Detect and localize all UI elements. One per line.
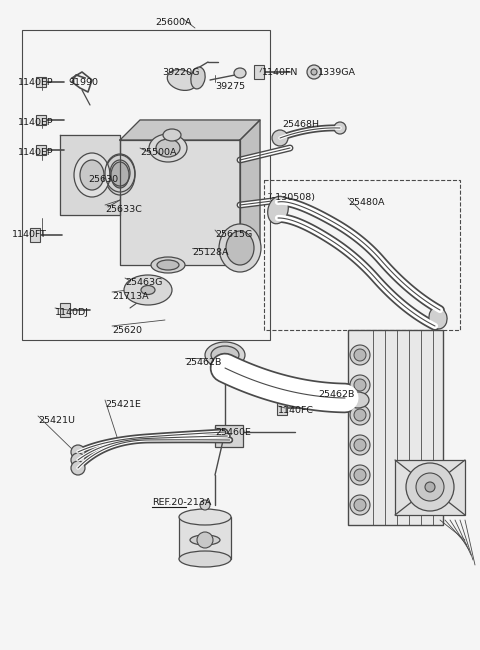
Ellipse shape [168, 70, 197, 90]
Ellipse shape [226, 231, 254, 265]
Ellipse shape [234, 68, 246, 78]
Circle shape [406, 463, 454, 511]
Ellipse shape [149, 134, 187, 162]
Text: 1140EP: 1140EP [18, 118, 54, 127]
Polygon shape [120, 120, 260, 140]
Bar [36, 115, 46, 125]
Ellipse shape [157, 260, 179, 270]
Text: REF.20-213A: REF.20-213A [152, 498, 211, 507]
Ellipse shape [156, 139, 180, 157]
Ellipse shape [429, 307, 447, 329]
Circle shape [350, 375, 370, 395]
Circle shape [272, 130, 288, 146]
Text: 25615G: 25615G [215, 230, 252, 239]
Ellipse shape [74, 153, 110, 197]
Ellipse shape [111, 162, 129, 188]
Ellipse shape [105, 155, 135, 195]
Ellipse shape [191, 67, 205, 89]
Circle shape [71, 461, 85, 475]
Circle shape [350, 465, 370, 485]
Text: 25630: 25630 [88, 175, 118, 184]
Bar [395, 460, 465, 515]
Ellipse shape [268, 196, 288, 224]
Ellipse shape [190, 535, 220, 545]
Circle shape [354, 349, 366, 361]
Bar [22, 30, 270, 340]
Text: 25480A: 25480A [348, 198, 384, 207]
Circle shape [350, 435, 370, 455]
Bar [264, 180, 460, 330]
Text: 25468H: 25468H [282, 120, 319, 129]
Text: 25462B: 25462B [318, 390, 354, 399]
Polygon shape [120, 140, 240, 265]
Circle shape [350, 405, 370, 425]
Ellipse shape [179, 509, 231, 525]
Circle shape [354, 469, 366, 481]
Text: 1140FN: 1140FN [262, 68, 299, 77]
Circle shape [71, 445, 85, 459]
Bar [277, 401, 287, 415]
Ellipse shape [347, 392, 369, 408]
Text: 25600A: 25600A [155, 18, 192, 27]
Circle shape [307, 65, 321, 79]
Ellipse shape [219, 224, 261, 272]
Text: 25128A: 25128A [192, 248, 228, 257]
Circle shape [71, 453, 85, 467]
Bar [30, 228, 40, 242]
Text: 25500A: 25500A [140, 148, 177, 157]
Text: 1140DJ: 1140DJ [55, 308, 89, 317]
Circle shape [354, 379, 366, 391]
Text: 39220G: 39220G [162, 68, 199, 77]
Circle shape [350, 495, 370, 515]
Text: 25620: 25620 [112, 326, 142, 335]
Ellipse shape [179, 551, 231, 567]
Text: 25463G: 25463G [125, 278, 162, 287]
Ellipse shape [151, 257, 185, 273]
Text: 39275: 39275 [215, 82, 245, 91]
Ellipse shape [211, 346, 239, 364]
Bar [60, 303, 70, 317]
Ellipse shape [141, 285, 155, 294]
Bar [36, 77, 46, 87]
Text: 25460E: 25460E [215, 428, 251, 437]
Circle shape [354, 499, 366, 511]
Text: 1140FT: 1140FT [12, 230, 47, 239]
Ellipse shape [80, 160, 104, 190]
Text: 1140EP: 1140EP [18, 78, 54, 87]
Circle shape [416, 473, 444, 501]
Text: 1339GA: 1339GA [318, 68, 356, 77]
Circle shape [334, 122, 346, 134]
Bar [215, 425, 243, 447]
Text: 25421E: 25421E [105, 400, 141, 409]
Circle shape [354, 409, 366, 421]
Text: 91990: 91990 [68, 78, 98, 87]
Text: (-130508): (-130508) [268, 193, 315, 202]
Text: 21713A: 21713A [112, 292, 149, 301]
Circle shape [197, 532, 213, 548]
Circle shape [200, 500, 210, 510]
Text: 1140FC: 1140FC [278, 406, 314, 415]
Ellipse shape [205, 342, 245, 368]
Circle shape [311, 69, 317, 75]
Circle shape [425, 482, 435, 492]
Polygon shape [60, 135, 120, 215]
Ellipse shape [124, 275, 172, 305]
Circle shape [354, 439, 366, 451]
Ellipse shape [163, 129, 181, 141]
Bar [254, 65, 264, 79]
Bar [348, 330, 443, 525]
Text: 1140EP: 1140EP [18, 148, 54, 157]
Text: 25462B: 25462B [185, 358, 221, 367]
Text: 25421U: 25421U [38, 416, 75, 425]
Bar [179, 517, 231, 559]
Ellipse shape [335, 391, 355, 405]
Text: 25633C: 25633C [105, 205, 142, 214]
Polygon shape [240, 120, 260, 265]
Circle shape [350, 345, 370, 365]
Bar [36, 145, 46, 155]
